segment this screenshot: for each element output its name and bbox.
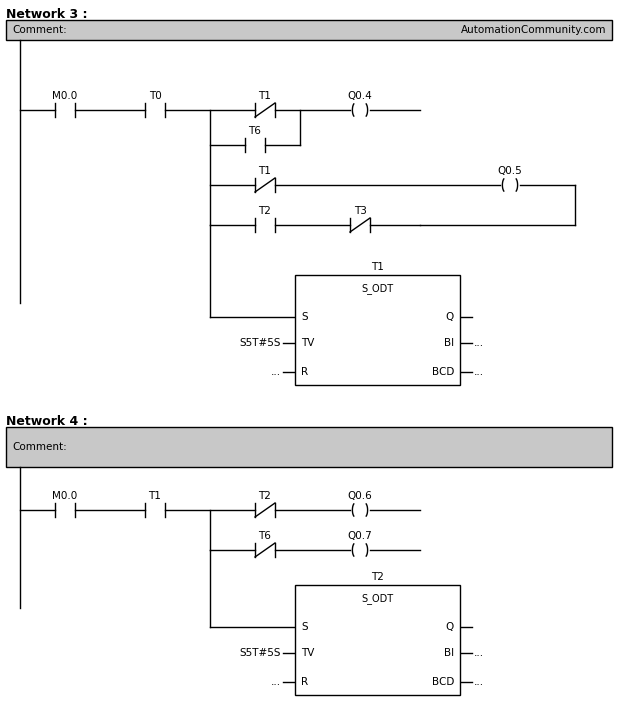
Text: T1: T1 — [258, 166, 271, 176]
Text: M0.0: M0.0 — [52, 91, 77, 101]
Text: Network 4 :: Network 4 : — [6, 415, 87, 428]
Text: Q0.5: Q0.5 — [497, 166, 522, 176]
Text: S5T#5S: S5T#5S — [240, 338, 281, 348]
Text: BI: BI — [444, 338, 454, 348]
Text: TV: TV — [301, 648, 314, 658]
Text: Q0.6: Q0.6 — [348, 491, 373, 501]
Text: T2: T2 — [371, 572, 384, 582]
Text: T3: T3 — [354, 206, 366, 216]
Text: T2: T2 — [258, 491, 271, 501]
Text: T6: T6 — [248, 126, 261, 136]
Text: TV: TV — [301, 338, 314, 348]
Text: ...: ... — [271, 367, 281, 377]
Text: R: R — [301, 367, 308, 377]
Text: Network 3 :: Network 3 : — [6, 8, 87, 21]
Text: Comment:: Comment: — [12, 25, 67, 35]
Text: T2: T2 — [258, 206, 271, 216]
Text: T1: T1 — [149, 491, 162, 501]
Text: S5T#5S: S5T#5S — [240, 648, 281, 658]
Text: Q: Q — [446, 312, 454, 322]
Bar — [295, 275, 460, 385]
Text: T1: T1 — [371, 262, 384, 272]
Text: S_ODT: S_ODT — [361, 593, 394, 604]
Text: ...: ... — [474, 648, 484, 658]
Text: ...: ... — [474, 677, 484, 687]
Text: S: S — [301, 312, 308, 322]
Text: BCD: BCD — [432, 677, 454, 687]
Text: R: R — [301, 677, 308, 687]
Text: S_ODT: S_ODT — [361, 283, 394, 294]
Text: BI: BI — [444, 648, 454, 658]
Bar — [6, 20, 612, 40]
Text: Q0.7: Q0.7 — [348, 531, 373, 541]
Text: M0.0: M0.0 — [52, 491, 77, 501]
Bar — [6, 427, 612, 467]
Bar — [295, 585, 460, 695]
Text: S: S — [301, 622, 308, 632]
Text: Q0.4: Q0.4 — [348, 91, 373, 101]
Text: ...: ... — [271, 677, 281, 687]
Text: T0: T0 — [149, 91, 162, 101]
Text: AutomationCommunity.com: AutomationCommunity.com — [461, 25, 606, 35]
Text: ...: ... — [474, 367, 484, 377]
Text: BCD: BCD — [432, 367, 454, 377]
Text: Q: Q — [446, 622, 454, 632]
Text: T6: T6 — [258, 531, 271, 541]
Text: ...: ... — [474, 338, 484, 348]
Text: T1: T1 — [258, 91, 271, 101]
Text: Comment:: Comment: — [12, 442, 67, 452]
